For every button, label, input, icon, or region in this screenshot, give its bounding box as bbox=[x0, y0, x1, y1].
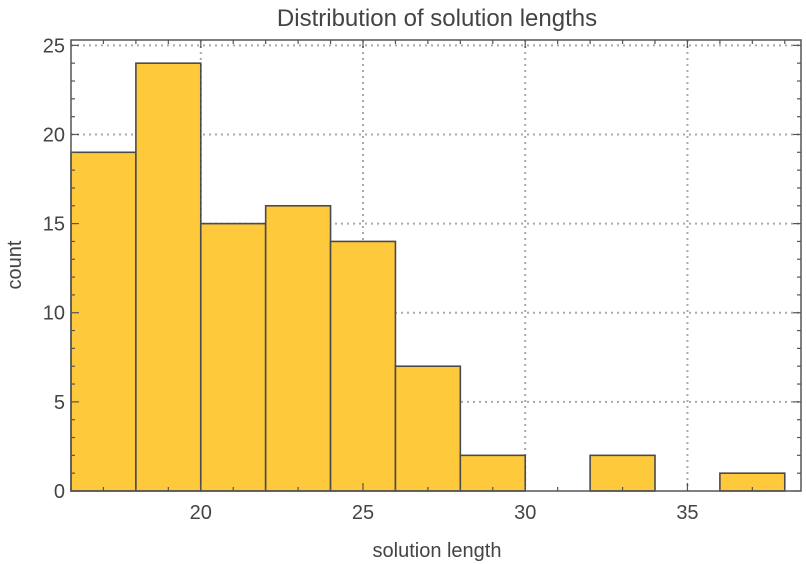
histogram-bar bbox=[589, 454, 656, 492]
y-tick-label: 15 bbox=[43, 214, 65, 236]
histogram-bar bbox=[135, 62, 202, 492]
y-tick-label: 20 bbox=[43, 124, 65, 146]
x-tick-label: 20 bbox=[190, 502, 212, 524]
histogram-bar bbox=[459, 454, 527, 492]
tick-labels: 20 25 30 35 0 5 10 15 20 25 bbox=[43, 35, 699, 524]
y-tick-label: 25 bbox=[43, 35, 65, 57]
y-tick-label: 0 bbox=[54, 481, 65, 503]
y-axis-label: count bbox=[4, 240, 26, 289]
chart-title: Distribution of solution lengths bbox=[277, 5, 597, 32]
x-tick-label: 35 bbox=[676, 502, 698, 524]
histogram-bar bbox=[394, 365, 462, 492]
x-axis-label: solution length bbox=[373, 540, 502, 562]
histogram-bar bbox=[70, 151, 137, 492]
bars bbox=[70, 62, 786, 492]
x-tick-label: 30 bbox=[514, 502, 536, 524]
histogram-bar bbox=[329, 240, 397, 492]
y-tick-label: 10 bbox=[43, 303, 65, 325]
histogram-bar bbox=[199, 222, 267, 492]
x-tick-label: 25 bbox=[352, 502, 374, 524]
histogram-bar bbox=[264, 204, 332, 492]
plot-frame bbox=[70, 39, 802, 492]
y-tick-label: 5 bbox=[54, 392, 65, 414]
